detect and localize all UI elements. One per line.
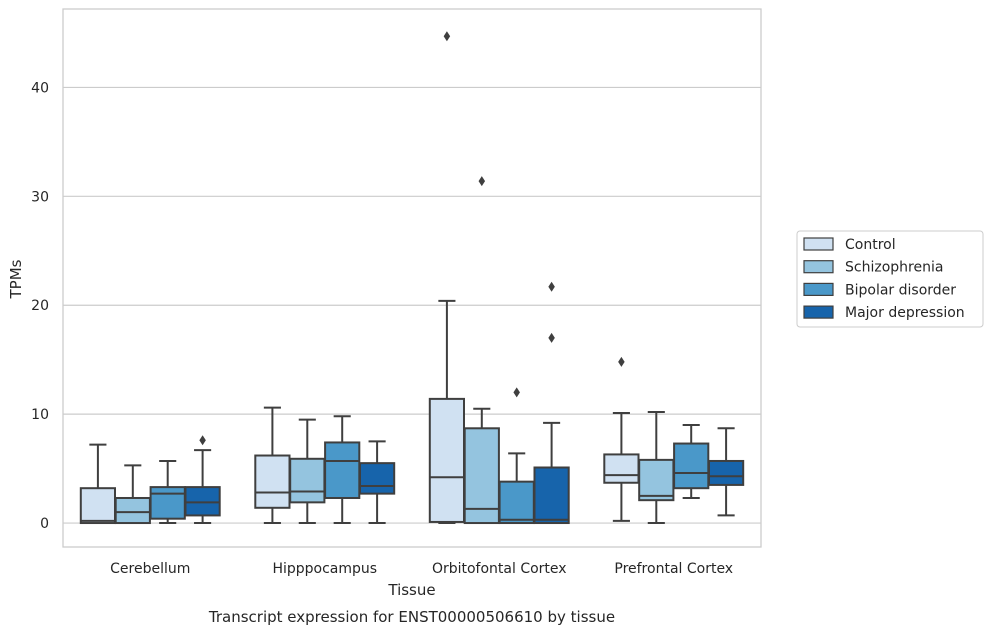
iqr-box — [463, 427, 500, 525]
y-tick-label: 40 — [31, 80, 49, 96]
box-1-0 — [254, 406, 291, 525]
legend-label: Major depression — [845, 305, 965, 321]
x-tick-label: Hipppocampus — [272, 561, 377, 577]
iqr-box — [114, 496, 151, 525]
iqr-box — [673, 442, 710, 490]
iqr-box — [324, 441, 361, 499]
x-tick-label: Cerebellum — [110, 561, 190, 577]
outlier-point — [548, 281, 555, 292]
legend-swatch — [803, 237, 834, 251]
box-3-0 — [603, 356, 640, 522]
box-1-1 — [289, 418, 326, 525]
box-2-3 — [533, 281, 570, 525]
legend-swatch — [803, 260, 834, 274]
x-tick-label: Orbitofontal Cortex — [432, 561, 567, 577]
box-2-1 — [463, 176, 500, 525]
legend-label: Control — [845, 237, 896, 253]
iqr-box — [533, 466, 570, 525]
x-tick-label: Prefrontal Cortex — [614, 561, 733, 577]
legend-label: Schizophrenia — [845, 260, 943, 276]
iqr-box — [79, 487, 117, 525]
box-2-2 — [498, 387, 535, 525]
box-3-3 — [707, 427, 745, 517]
legend-label: Bipolar disorder — [845, 282, 956, 298]
gridlines — [63, 86, 761, 524]
chart-title: Transcript expression for ENST0000050661… — [208, 608, 615, 626]
outlier-point — [618, 356, 625, 367]
legend-swatch — [803, 282, 834, 296]
y-tick-label: 20 — [31, 298, 49, 314]
legend-items: Control Schizophrenia Bipolar disorder Majo… — [803, 237, 965, 321]
iqr-box — [149, 486, 186, 520]
x-tick-labels: Cerebellum Hipppocampus Orbitofontal Corte… — [110, 561, 733, 577]
box-2-0 — [428, 31, 466, 525]
box-0-0 — [79, 443, 117, 525]
box-1-2 — [324, 415, 361, 525]
legend-frame — [796, 230, 984, 328]
boxes-layer — [79, 31, 745, 525]
y-axis-label: TPMs — [7, 259, 25, 299]
iqr-box — [358, 462, 396, 495]
box-3-2 — [673, 424, 710, 499]
x-axis-label: Tissue — [387, 581, 435, 599]
iqr-box — [254, 454, 291, 509]
outlier-point — [478, 176, 486, 187]
iqr-box — [428, 397, 466, 523]
box-0-3 — [184, 435, 221, 525]
iqr-box — [289, 457, 326, 504]
y-tick-label: 30 — [31, 189, 49, 205]
outlier-point — [443, 31, 451, 42]
legend: Control Schizophrenia Bipolar disorder Majo… — [796, 230, 984, 328]
iqr-box — [184, 486, 221, 517]
box-1-3 — [358, 440, 396, 525]
outlier-point — [199, 435, 206, 446]
iqr-box — [498, 480, 535, 525]
y-tick-label: 0 — [40, 516, 49, 532]
legend-swatch — [803, 305, 834, 319]
plot-frame — [62, 8, 762, 548]
y-tick-label: 10 — [31, 407, 49, 423]
box-0-2 — [149, 459, 186, 525]
iqr-box — [638, 458, 675, 502]
box-3-1 — [638, 410, 675, 525]
y-tick-labels: 0 10 20 30 40 — [31, 80, 49, 532]
iqr-box — [707, 459, 745, 486]
outlier-point — [513, 387, 520, 398]
iqr-box — [603, 453, 640, 484]
outlier-point — [548, 332, 555, 343]
